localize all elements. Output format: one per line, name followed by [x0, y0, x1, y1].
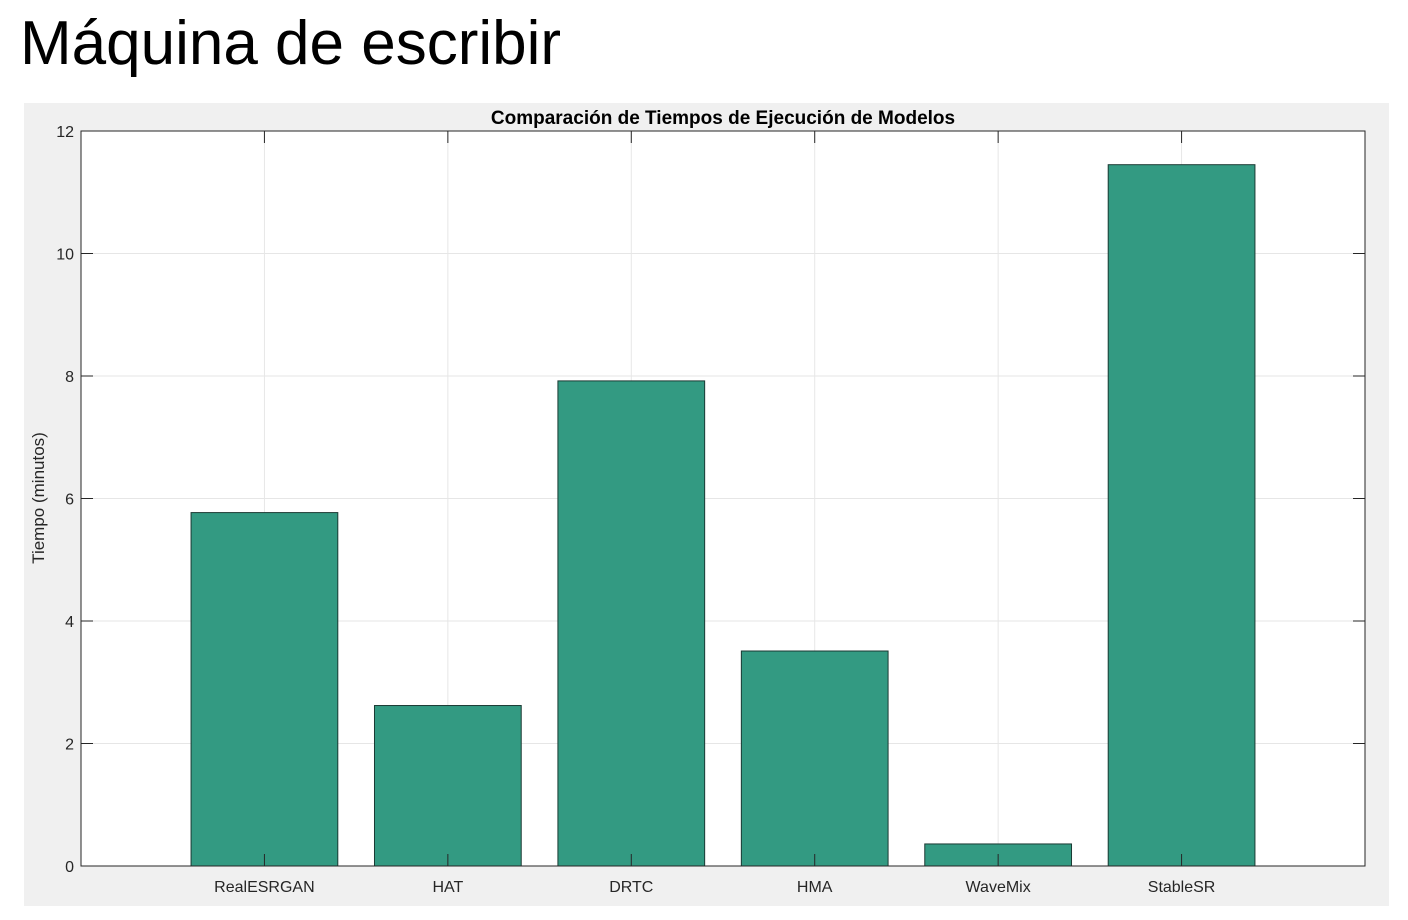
bar-hma [740, 650, 889, 867]
x-tick-label: HAT [432, 879, 463, 896]
bar-drtc [557, 380, 706, 867]
y-tick-label: 6 [65, 492, 74, 509]
y-axis-label: Tiempo (minutos) [29, 432, 48, 564]
x-tick-label: WaveMix [966, 879, 1031, 896]
page-title: Máquina de escribir [20, 9, 562, 78]
x-tick-label: DRTC [609, 879, 653, 896]
y-tick-label: 8 [65, 369, 74, 386]
y-tick-label: 2 [65, 737, 74, 754]
bars [190, 164, 1256, 867]
chart-title: Comparación de Tiempos de Ejecución de M… [491, 108, 955, 129]
y-tick-label: 10 [56, 247, 74, 264]
y-tick-label: 12 [56, 124, 74, 141]
x-tick-labels: RealESRGAN HAT DRTC HMA WaveMix StableSR [214, 879, 1215, 896]
x-tick-label: HMA [797, 879, 833, 896]
y-tick-label: 4 [65, 614, 74, 631]
bar-stablesr [1107, 164, 1256, 867]
y-tick-labels: 0 2 4 6 8 10 12 [56, 124, 74, 876]
axis-ticks [81, 130, 1365, 867]
x-tick-label: RealESRGAN [214, 879, 314, 896]
bar-hat [373, 705, 522, 867]
x-tick-label: StableSR [1148, 879, 1216, 896]
y-tick-label: 0 [65, 859, 74, 876]
bar-realesrgan [190, 512, 339, 867]
